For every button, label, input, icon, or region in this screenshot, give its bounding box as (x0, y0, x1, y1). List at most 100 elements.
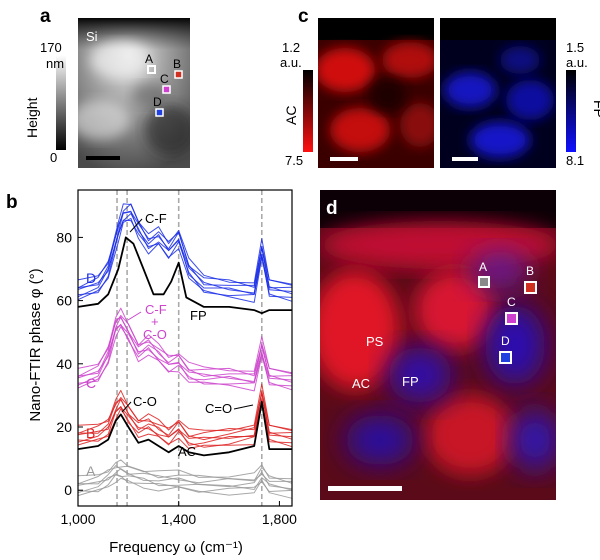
region-label-ac: AC (352, 376, 370, 391)
y-tick-label-3: 60 (56, 293, 72, 309)
height-colorbar-min: 0 (50, 150, 57, 165)
fp-colorbar-title: FP (591, 100, 600, 118)
topo-point-c-label: C (160, 72, 169, 86)
x-tick-label-1: 1,400 (161, 511, 196, 527)
panel-d: d PS AC FP A B C D (320, 190, 556, 500)
series-label-a: A (86, 463, 96, 479)
series-d-trace-5 (77, 203, 293, 289)
annotation-cf-co-1: C-F (145, 302, 167, 317)
topo-point-b-label: B (173, 57, 181, 71)
annotation-fp: FP (190, 308, 207, 323)
ac-colorbar (303, 70, 313, 152)
topo-point-d: D (153, 95, 164, 117)
panel-c: c 1.2 a.u. 7.5 AC 1.5 a.u. 8.1 FP (280, 6, 600, 168)
panel-b: b Nano-FTIR phase φ (°) Frequency ω (cm⁻… (6, 189, 297, 556)
series-fp-trace-0 (77, 236, 292, 315)
series-c-trace-6 (77, 307, 293, 375)
y-axis-label: Nano-FTIR phase φ (°) (27, 268, 44, 421)
fp-colorbar-max: 1.5 (566, 40, 584, 55)
series-fp (77, 236, 292, 315)
series-b (77, 383, 293, 450)
series-ac (77, 400, 292, 457)
series-b-trace-6 (77, 383, 293, 432)
map-point-c-label: C (507, 295, 516, 309)
series-c (77, 307, 293, 392)
map-point-c: C (505, 295, 518, 325)
series-d-trace-6 (77, 203, 293, 286)
series-a-trace-6 (77, 459, 293, 480)
topo-point-d-label: D (153, 95, 162, 109)
ac-colorbar-unit: a.u. (280, 55, 302, 70)
height-colorbar (56, 55, 66, 150)
fp-colorbar-min: 8.1 (566, 153, 584, 168)
map-point-a: A (478, 260, 490, 288)
annotation-c-double-o: C=O (205, 401, 232, 416)
topo-point-a: A (145, 52, 156, 74)
x-tick-label-0: 1,000 (60, 511, 95, 527)
series-a-trace-1 (77, 473, 293, 493)
map-point-b-label: B (526, 264, 534, 278)
y-tick-label-0: 0 (64, 482, 72, 498)
annotation-cf-leader (129, 218, 143, 233)
y-ticks: 0 20 40 60 80 (56, 229, 83, 498)
height-colorbar-max: 170 (40, 40, 62, 55)
scale-bar-c1 (330, 157, 358, 161)
scale-bar-d (328, 486, 402, 491)
map-point-d-label: D (501, 334, 510, 348)
series-a-trace-2 (77, 474, 293, 494)
plot-frame (77, 189, 293, 507)
map-point-d: D (499, 334, 512, 364)
composite-map (320, 190, 556, 500)
y-tick-label-2: 40 (56, 356, 72, 372)
panel-a-letter: a (40, 6, 51, 27)
scale-bar-c2 (452, 157, 478, 161)
region-label-ps: PS (366, 334, 384, 349)
annotation-cf-co-2: + (151, 314, 159, 329)
y-tick-label-4: 80 (56, 229, 72, 245)
x-ticks: 1,000 1,400 1,800 (60, 501, 297, 527)
series-a-trace-4 (77, 465, 292, 485)
fp-colorbar (566, 70, 576, 152)
annotation-cf-co-3: C-O (143, 327, 167, 342)
annotation-cf-co-leader (127, 311, 142, 321)
map-point-b: B (524, 264, 537, 294)
region-label-fp: FP (402, 374, 419, 389)
scale-bar-a (86, 156, 120, 160)
panel-d-letter: d (326, 198, 338, 219)
annotation-ac: AC (178, 444, 196, 459)
topo-point-b: B (173, 57, 183, 79)
height-colorbar-unit: nm (46, 56, 64, 71)
annotation-co: C-O (133, 394, 157, 409)
series-d (77, 203, 293, 303)
panel-b-letter: b (6, 192, 18, 213)
panel-a: a Si A B C D 170 nm 0 H (24, 6, 190, 168)
fp-colorbar-unit: a.u. (566, 55, 588, 70)
topo-point-c: C (160, 72, 171, 94)
fp-map (440, 18, 556, 168)
ac-colorbar-max: 1.2 (282, 40, 300, 55)
series-b-trace-5 (77, 391, 293, 438)
ac-colorbar-title: AC (283, 106, 299, 125)
series-label-b: B (86, 425, 95, 441)
series-a-trace-3 (77, 468, 293, 490)
x-tick-label-2: 1,800 (262, 511, 297, 527)
ac-map (318, 18, 434, 168)
series-a-trace-0 (77, 477, 293, 499)
map-point-a-label: A (479, 260, 487, 274)
series-ac-trace-0 (77, 400, 292, 457)
panel-c-letter: c (298, 6, 309, 27)
y-tick-label-1: 20 (56, 419, 72, 435)
height-map (78, 18, 190, 168)
x-axis-label: Frequency ω (cm⁻¹) (109, 539, 243, 556)
ac-colorbar-min: 7.5 (285, 153, 303, 168)
series-label-c: C (86, 375, 96, 391)
series-c-trace-5 (77, 314, 293, 377)
series-a (77, 459, 293, 499)
topo-point-a-label: A (145, 52, 153, 66)
substrate-label: Si (86, 29, 98, 44)
annotation-co-leader (121, 401, 132, 413)
height-colorbar-title: Height (24, 97, 40, 138)
annotation-cf: C-F (145, 211, 167, 226)
spectra-series (77, 203, 293, 499)
